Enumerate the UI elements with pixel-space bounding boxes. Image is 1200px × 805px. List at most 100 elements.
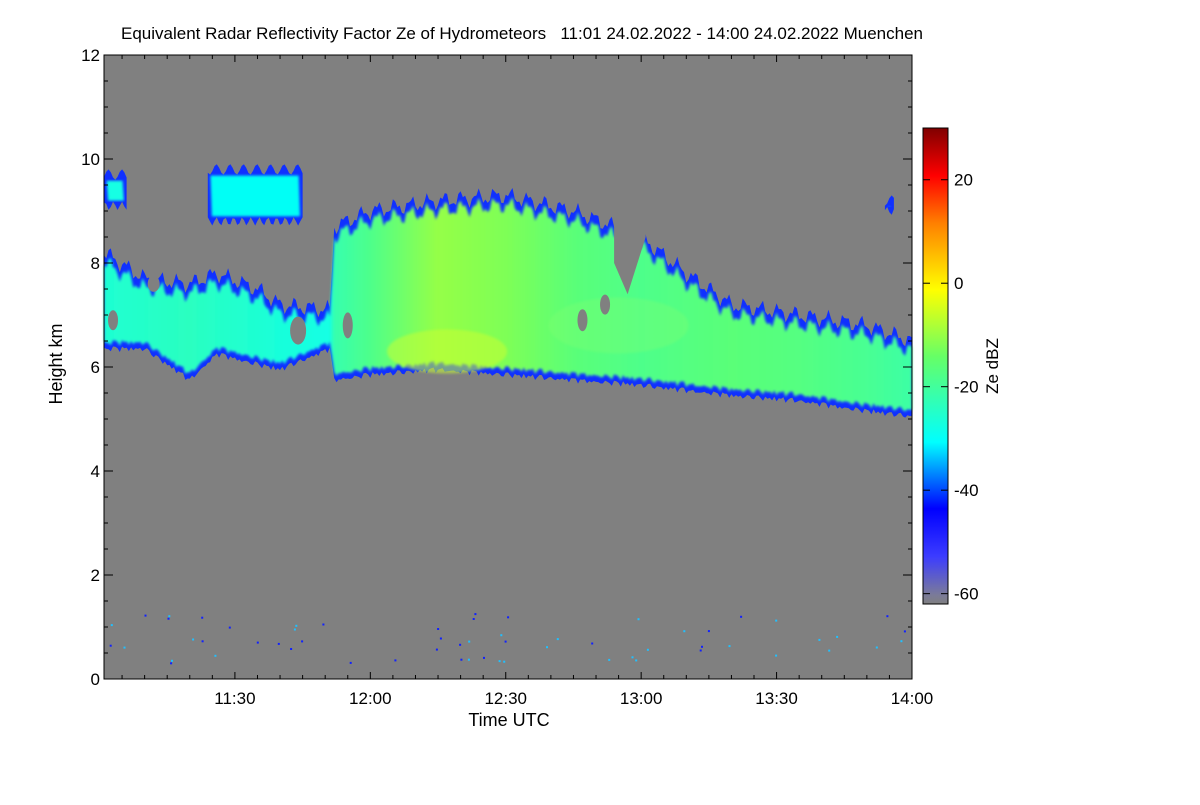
cloud-core-secondary: [548, 297, 689, 354]
clutter-speckle: [900, 640, 903, 643]
x-tick-label: 12:00: [349, 689, 392, 708]
clutter-speckle: [546, 646, 548, 649]
clutter-speckle: [503, 660, 506, 663]
clutter-speckle: [637, 618, 640, 621]
clutter-speckle: [472, 618, 475, 620]
colorbar-tick-label: -60: [954, 585, 979, 604]
echo-gap: [290, 316, 307, 345]
cirrus-fragment-edge: [884, 195, 894, 215]
clutter-speckle: [608, 658, 611, 661]
clutter-speckle: [349, 661, 352, 664]
clutter-speckle: [683, 630, 686, 633]
clutter-speckle: [394, 659, 397, 662]
colorbar-tick-label: -20: [954, 378, 979, 397]
clutter-speckle: [301, 640, 304, 643]
y-tick-label: 4: [91, 462, 100, 481]
clutter-speckle: [728, 645, 731, 648]
clutter-speckle: [167, 617, 170, 620]
x-tick-label: 13:00: [620, 689, 663, 708]
y-tick-label: 8: [91, 254, 100, 273]
clutter-speckle: [460, 658, 463, 661]
cirrus-fragment-body: [210, 175, 300, 217]
colorbar-tick-label: -40: [954, 481, 979, 500]
x-axis-label: Time UTC: [468, 710, 549, 730]
echo-gap: [577, 309, 588, 332]
clutter-speckle: [646, 648, 649, 651]
colorbar-label: Ze dBZ: [983, 338, 1002, 394]
cloud-layer-body: [104, 197, 912, 412]
clutter-speckle: [123, 646, 126, 649]
clutter-speckle: [775, 654, 778, 657]
clutter-speckle: [435, 648, 438, 651]
clutter-speckle: [701, 645, 703, 648]
chart-title: Equivalent Radar Reflectivity Factor Ze …: [121, 24, 923, 43]
clutter-speckle: [192, 638, 195, 641]
clutter-speckle: [828, 649, 831, 652]
clutter-speckle: [290, 648, 293, 650]
clutter-speckle: [483, 656, 485, 659]
clutter-speckle: [591, 642, 594, 645]
clutter-speckle: [498, 660, 501, 663]
y-tick-label: 6: [91, 358, 100, 377]
y-tick-label: 12: [81, 46, 100, 65]
clutter-speckle: [110, 624, 113, 627]
x-tick-label: 13:30: [755, 689, 798, 708]
clutter-speckle: [886, 615, 889, 618]
clutter-speckle: [635, 659, 638, 662]
clutter-speckle: [467, 658, 470, 661]
clutter-speckle: [836, 635, 839, 638]
y-tick-label: 10: [81, 150, 100, 169]
clutter-speckle: [295, 624, 298, 627]
clutter-speckle: [556, 638, 559, 641]
clutter-speckle: [144, 614, 147, 617]
clutter-speckle: [818, 638, 821, 641]
clutter-speckle: [468, 640, 471, 643]
clutter-speckle: [500, 634, 503, 637]
y-tick-label: 0: [91, 670, 100, 689]
cirrus-fragment-body: [887, 205, 892, 207]
clutter-speckle: [507, 616, 510, 619]
clutter-speckle: [474, 613, 477, 616]
clutter-speckle: [903, 630, 906, 633]
colorbar: [922, 127, 949, 605]
clutter-speckle: [322, 623, 325, 626]
clutter-speckle: [504, 640, 507, 643]
clutter-speckle: [201, 640, 204, 643]
colorbar-tick-label: 0: [954, 274, 963, 293]
echo-gap: [342, 312, 353, 339]
clutter-speckle: [293, 628, 296, 631]
clutter-speckle: [459, 643, 462, 646]
clutter-speckle: [775, 619, 778, 622]
clutter-speckle: [168, 615, 171, 618]
clutter-speckle: [228, 626, 231, 629]
clutter-speckle: [214, 654, 217, 657]
y-axis-label: Height km: [46, 323, 66, 404]
echo-gap: [600, 294, 611, 315]
colorbar-axis: -60 -40 -20 0 20: [923, 171, 979, 604]
y-axis: 0 2 4 6 8 10 12: [81, 46, 912, 689]
clutter-speckle: [201, 616, 204, 619]
echo-notch: [614, 200, 646, 295]
clutter-speckle: [277, 642, 280, 645]
clutter-speckle: [631, 656, 634, 659]
clutter-speckle: [437, 628, 440, 630]
cloud-core: [387, 329, 508, 374]
clutter-speckle: [170, 662, 173, 665]
echo-gap: [108, 310, 119, 331]
clutter-speckle: [256, 641, 259, 644]
colorbar-tick-label: 20: [954, 171, 973, 190]
y-tick-label: 2: [91, 566, 100, 585]
clutter-speckle: [699, 649, 702, 652]
clutter-speckle: [171, 659, 173, 662]
echo-gap: [147, 275, 160, 292]
clutter-speckle: [740, 615, 743, 618]
clutter-speckle: [707, 630, 710, 633]
x-tick-label: 12:30: [484, 689, 527, 708]
x-tick-label: 14:00: [891, 689, 934, 708]
cirrus-fragment-body: [106, 180, 124, 201]
x-axis: 11:30 12:00 12:30 13:00 13:30 14:00: [121, 55, 934, 708]
x-tick-label: 11:30: [214, 689, 255, 708]
clutter-speckle: [109, 644, 112, 647]
